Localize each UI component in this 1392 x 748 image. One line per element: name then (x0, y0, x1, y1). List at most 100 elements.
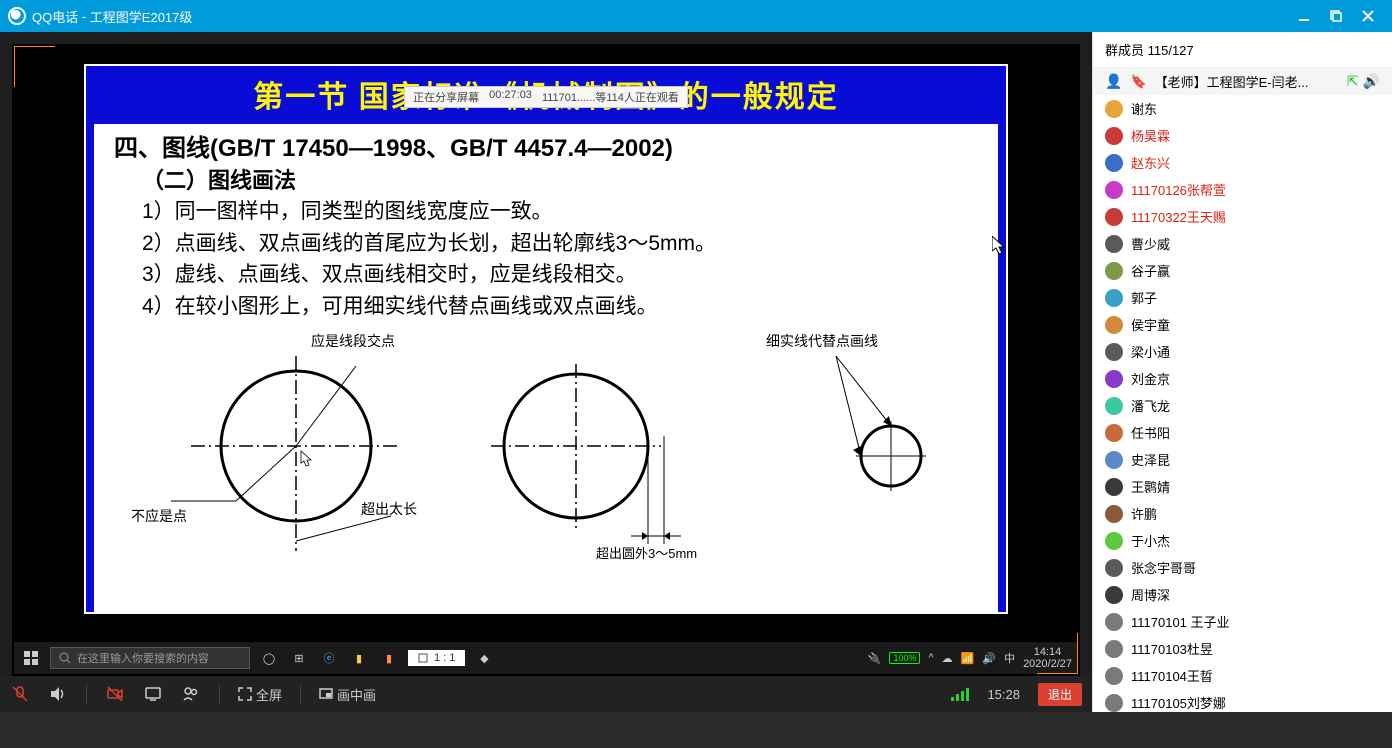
member-row[interactable]: 周博深 (1093, 581, 1392, 608)
share-status-bar: 正在分享屏幕 00:27:03 111701......等114人正在观看 (404, 86, 688, 108)
slide-item-4: 4）在较小图形上，可用细实线代替点画线或双点画线。 (142, 291, 978, 323)
member-row[interactable]: 张念宇哥哥 (1093, 554, 1392, 581)
qq-icon (8, 7, 26, 25)
member-row[interactable]: 任书阳 (1093, 419, 1392, 446)
member-name: 于小杰 (1131, 531, 1170, 550)
member-row[interactable]: 刘金京 (1093, 365, 1392, 392)
minimize-button[interactable] (1288, 4, 1320, 28)
video-area: 正在分享屏幕 00:27:03 111701......等114人正在观看 第一… (0, 32, 1092, 712)
avatar (1105, 613, 1123, 631)
signal-icon (951, 687, 969, 701)
share-viewers: 111701......等114人正在观看 (542, 89, 679, 105)
exit-button[interactable]: 退出 (1038, 683, 1082, 706)
tray-up-icon: ^ (928, 652, 933, 664)
member-row[interactable]: 许鹏 (1093, 500, 1392, 527)
avatar (1105, 586, 1123, 604)
member-row[interactable]: 杨昊霖 (1093, 122, 1392, 149)
member-row[interactable]: 11170322王天赐 (1093, 203, 1392, 230)
ime-indicator: 中 (1004, 650, 1015, 666)
avatar (1105, 127, 1123, 145)
member-name: 曹少威 (1131, 234, 1170, 253)
member-row[interactable]: 赵东兴 (1093, 149, 1392, 176)
member-name: 王鹮婧 (1131, 477, 1170, 496)
avatar (1105, 343, 1123, 361)
member-name: 11170126张帮萱 (1131, 180, 1226, 199)
member-row[interactable]: 侯宇童 (1093, 311, 1392, 338)
member-name: 11170105刘梦娜 (1131, 693, 1226, 712)
diagram-2: 超出圆外3～5mm (466, 326, 706, 566)
zoom-indicator: 1 : 1 (408, 650, 465, 666)
screen-share-icon[interactable] (143, 684, 163, 704)
remote-search-placeholder: 在这里输入你要搜索的内容 (77, 650, 209, 666)
member-name: 任书阳 (1131, 423, 1170, 442)
shared-screen: 正在分享屏幕 00:27:03 111701......等114人正在观看 第一… (12, 44, 1080, 676)
svg-text:应是线段交点: 应是线段交点 (311, 333, 395, 349)
member-row[interactable]: 11170126张帮萱 (1093, 176, 1392, 203)
member-row[interactable]: 史泽昆 (1093, 446, 1392, 473)
titlebar: QQ电话 - 工程图学E2017级 (0, 0, 1392, 32)
svg-text:超出圆外3～5mm: 超出圆外3～5mm (596, 546, 697, 561)
remote-taskbar: 在这里输入你要搜索的内容 ◯ ⊞ ⓔ ▮ ▮ 1 : 1 ◆ 🔌 100% ^ … (14, 642, 1078, 674)
member-name: 张念宇哥哥 (1131, 558, 1196, 577)
member-teacher[interactable]: 👤 🔖 【老师】工程图学E-闫老... ⇱ 🔊 (1093, 68, 1392, 95)
members-sidebar: 群成员 115/127 👤 🔖 【老师】工程图学E-闫老... ⇱ 🔊 谢东杨昊… (1092, 32, 1392, 712)
avatar (1105, 289, 1123, 307)
member-row[interactable]: 谢东 (1093, 95, 1392, 122)
close-button[interactable] (1352, 4, 1384, 28)
remote-clock: 14:142020/2/27 (1023, 646, 1072, 670)
diagram-1: 应是线段交点 不应是点 超出太长 (131, 326, 431, 566)
slide-subheading: （二）图线画法 (142, 166, 978, 197)
member-list[interactable]: 👤 🔖 【老师】工程图学E-闫老... ⇱ 🔊 谢东杨昊霖赵东兴 11170126… (1093, 68, 1392, 712)
call-toolbar: 全屏 画中画 15:28 退出 (0, 676, 1092, 712)
taskview-icon: ⊞ (288, 647, 310, 669)
pip-button[interactable]: 画中画 (319, 684, 376, 704)
svg-text:超出太长: 超出太长 (361, 501, 417, 517)
svg-text:不应是点: 不应是点 (131, 508, 187, 524)
slide-item-3: 3）虚线、点画线、双点画线相交时，应是线段相交。 (142, 259, 978, 291)
member-row[interactable]: 11170104王晢 (1093, 662, 1392, 689)
maximize-button[interactable] (1320, 4, 1352, 28)
avatar (1105, 397, 1123, 415)
avatar (1105, 451, 1123, 469)
members-header: 群成员 115/127 (1093, 32, 1392, 68)
member-name: 梁小通 (1131, 342, 1170, 361)
app-icon: ▮ (378, 647, 400, 669)
teacher-avatar-icon: 👤 (1105, 73, 1122, 90)
app-name: QQ电话 (32, 7, 78, 26)
member-row[interactable]: 11170103杜昱 (1093, 635, 1392, 662)
member-row[interactable]: 11170105刘梦娜 (1093, 689, 1392, 712)
member-name: 【老师】工程图学E-闫老... (1155, 72, 1309, 91)
member-row[interactable]: 曹少威 (1093, 230, 1392, 257)
avatar (1105, 505, 1123, 523)
avatar (1105, 532, 1123, 550)
avatar (1105, 370, 1123, 388)
member-row[interactable]: 郭子 (1093, 284, 1392, 311)
avatar (1105, 667, 1123, 685)
svg-text:细实线代替点画线: 细实线代替点画线 (766, 333, 878, 349)
member-row[interactable]: 梁小通 (1093, 338, 1392, 365)
avatar (1105, 694, 1123, 712)
avatar (1105, 478, 1123, 496)
member-name: 谷子赢 (1131, 261, 1170, 280)
mic-mute-icon[interactable] (10, 684, 30, 704)
explorer-icon: ▮ (348, 647, 370, 669)
avatar (1105, 154, 1123, 172)
member-name: 11170103杜昱 (1131, 639, 1213, 658)
camera-mute-icon[interactable] (105, 684, 125, 704)
member-row[interactable]: 11170101 王子业 (1093, 608, 1392, 635)
member-row[interactable]: 谷子赢 (1093, 257, 1392, 284)
slide-body: 四、图线(GB/T 17450—1998、GB/T 4457.4—2002) （… (94, 124, 998, 612)
members-icon[interactable] (181, 684, 201, 704)
call-time: 15:28 (987, 687, 1020, 702)
member-row[interactable]: 王鹮婧 (1093, 473, 1392, 500)
avatar (1105, 181, 1123, 199)
member-name: 赵东兴 (1131, 153, 1170, 172)
share-status: 正在分享屏幕 (413, 89, 479, 105)
search-icon (59, 652, 71, 664)
speaker-icon[interactable] (48, 684, 68, 704)
battery-indicator: 100% (889, 652, 920, 664)
member-row[interactable]: 于小杰 (1093, 527, 1392, 554)
fullscreen-button[interactable]: 全屏 (238, 684, 282, 704)
avatar (1105, 262, 1123, 280)
member-row[interactable]: 潘飞龙 (1093, 392, 1392, 419)
